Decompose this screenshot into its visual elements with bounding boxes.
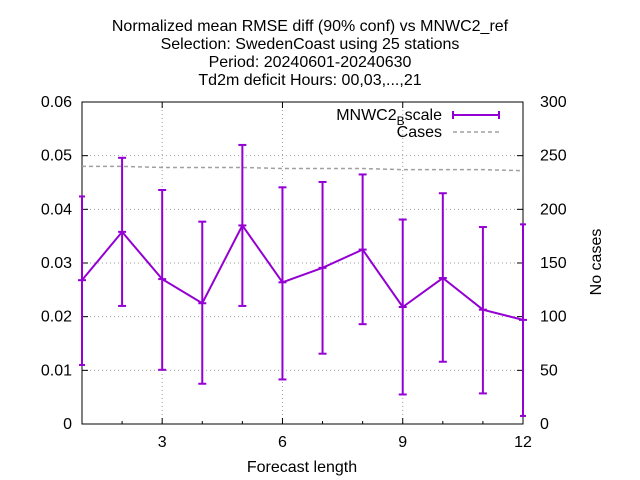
legend-label-mnwc2-bscale: MNWC2Bscale <box>336 107 442 128</box>
x-axis-label: Forecast length <box>247 459 357 476</box>
title-line: Selection: SwedenCoast using 25 stations <box>161 36 460 53</box>
y-right-tick-label: 150 <box>540 255 567 272</box>
y-left-tick-label: 0.02 <box>41 309 72 326</box>
title-line: Normalized mean RMSE diff (90% conf) vs … <box>112 18 509 35</box>
y-right-tick-label: 300 <box>540 94 567 111</box>
y-left-tick-label: 0.03 <box>41 255 72 272</box>
y-left-tick-label: 0 <box>63 416 72 433</box>
y-left-tick-label: 0.06 <box>41 94 72 111</box>
legend-label-main: MNWC2 <box>336 107 397 124</box>
y-right-tick-label: 200 <box>540 201 567 218</box>
y-left-tick-label: 0.01 <box>41 362 72 379</box>
legend-label-sub: B <box>397 114 405 128</box>
y-left-tick-label: 0.05 <box>41 148 72 165</box>
series-layer <box>78 143 527 417</box>
y-right-tick-label: 250 <box>540 148 567 165</box>
title-line: Td2m deficit Hours: 00,03,...,21 <box>198 72 421 89</box>
y-right-tick-label: 0 <box>540 416 549 433</box>
y-right-tick-label: 50 <box>540 362 558 379</box>
y-right-tick-label: 100 <box>540 309 567 326</box>
axis-ticks: 3 6 9 12 0 0.01 0.02 0.03 0.04 0.05 0.06 0 50 100 150 2… <box>41 94 567 451</box>
title-line: Period: 20240601-20240630 <box>209 54 412 71</box>
chart-title: Normalized mean RMSE diff (90% conf) vs … <box>112 18 509 89</box>
cases-line <box>82 165 524 172</box>
y-axis-right-label: No cases <box>588 229 605 296</box>
x-tick-label: 6 <box>278 434 287 451</box>
y-left-tick-label: 0.04 <box>41 201 72 218</box>
x-tick-label: 3 <box>158 434 167 451</box>
mnwc2-bscale-line <box>81 223 524 321</box>
legend-label-tail: scale <box>405 107 442 124</box>
legend-label-cases: Cases <box>397 124 442 141</box>
x-tick-label: 9 <box>398 434 407 451</box>
x-tick-label: 12 <box>514 434 532 451</box>
